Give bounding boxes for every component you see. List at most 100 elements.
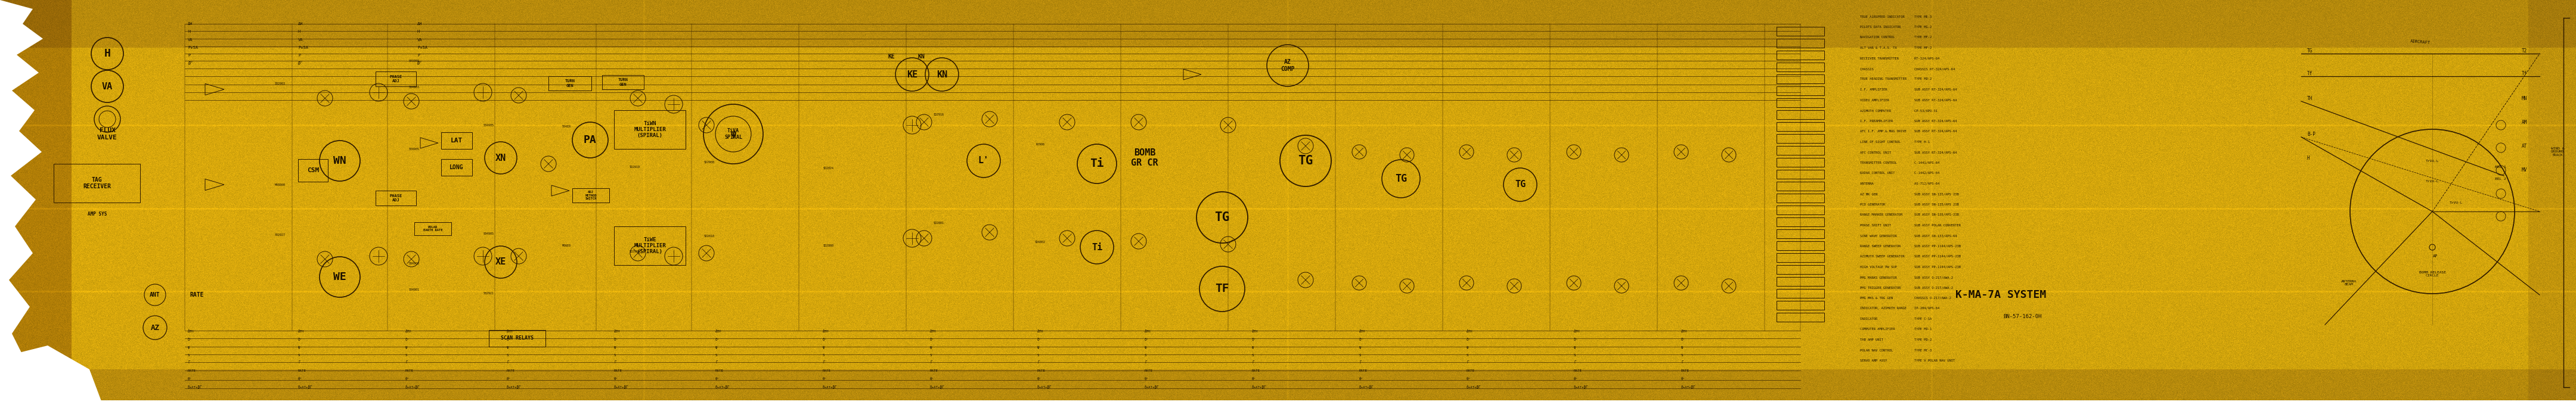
Text: BN-57-162-0H: BN-57-162-0H xyxy=(2004,314,2043,319)
Text: AZ MK GEN                   SUB ASSY SN-135/APS 23B: AZ MK GEN SUB ASSY SN-135/APS 23B xyxy=(1860,192,1958,196)
Text: RATE: RATE xyxy=(1574,369,1582,372)
Text: Ti: Ti xyxy=(1092,243,1103,252)
Text: β°: β° xyxy=(188,61,193,65)
Text: S04905: S04905 xyxy=(410,148,420,151)
Text: θ°: θ° xyxy=(930,377,935,380)
Text: VA: VA xyxy=(299,38,304,42)
Bar xyxy=(1777,75,1824,83)
Bar xyxy=(1777,253,1824,262)
Text: AZ
COMP: AZ COMP xyxy=(1280,59,1296,72)
Text: ΔTH: ΔTH xyxy=(822,330,829,333)
Text: TURN
GEN: TURN GEN xyxy=(618,78,629,86)
Bar xyxy=(1777,193,1824,203)
Bar xyxy=(1777,289,1824,298)
Bar xyxy=(572,188,611,203)
Text: TrVU-L: TrVU-L xyxy=(2450,201,2463,204)
Text: δ+AT+βΓ: δ+AT+βΓ xyxy=(930,385,945,389)
Text: KN: KN xyxy=(917,54,925,60)
Text: θ°: θ° xyxy=(1252,377,1257,380)
Text: ΔTH: ΔTH xyxy=(188,330,193,333)
Text: RATE: RATE xyxy=(1144,369,1154,372)
Text: RATE: RATE xyxy=(188,369,196,372)
Text: δ°: δ° xyxy=(299,338,301,341)
Text: RATE: RATE xyxy=(1252,369,1260,372)
Text: ANT: ANT xyxy=(149,292,160,298)
Text: SD2919: SD2919 xyxy=(629,165,641,168)
Text: AIRCRAFT: AIRCRAFT xyxy=(2411,39,2432,44)
Text: δ°: δ° xyxy=(188,338,193,341)
Text: TG: TG xyxy=(1515,180,1525,189)
Polygon shape xyxy=(0,0,44,417)
Text: S04908: S04908 xyxy=(410,262,420,265)
Text: RADAR CONTROL UNIT          C-1442/APS-64: RADAR CONTROL UNIT C-1442/APS-64 xyxy=(1860,171,1940,175)
Text: ΔTH: ΔTH xyxy=(404,330,412,333)
Text: PHASE
ADJ: PHASE ADJ xyxy=(389,194,402,202)
Text: KE: KE xyxy=(907,70,917,79)
Text: VA: VA xyxy=(103,82,113,91)
Text: ALT VAR & T.A.S. TX         TYPE MF-2: ALT VAR & T.A.S. TX TYPE MF-2 xyxy=(1860,46,1932,50)
Text: S04903: S04903 xyxy=(410,86,420,89)
Text: δ+AT+βΓ: δ+AT+βΓ xyxy=(404,385,420,389)
Text: δ°: δ° xyxy=(1144,338,1149,341)
Text: ΔTH: ΔTH xyxy=(1360,330,1365,333)
Bar xyxy=(1777,27,1824,36)
Text: L': L' xyxy=(979,156,989,165)
Text: COMPUTER AMPLIFIER          TYPE MD-1: COMPUTER AMPLIFIER TYPE MD-1 xyxy=(1860,328,1932,331)
Text: θ°: θ° xyxy=(188,377,193,380)
Text: S02927: S02927 xyxy=(276,234,286,237)
Text: PHASE SHIFT UNIT            SUB ASSY POLAR CONVERTER: PHASE SHIFT UNIT SUB ASSY POLAR CONVERTE… xyxy=(1860,224,1960,227)
Bar xyxy=(54,164,139,203)
Text: FLUX
VALVE: FLUX VALVE xyxy=(98,128,118,141)
Bar xyxy=(440,159,471,176)
Text: AMP SYS: AMP SYS xyxy=(88,212,106,217)
Text: TURN
GEN: TURN GEN xyxy=(564,80,574,87)
Text: VA: VA xyxy=(417,38,422,42)
Text: SD2916: SD2916 xyxy=(933,113,945,116)
Text: ΔTH: ΔTH xyxy=(930,330,935,333)
Text: SD2824: SD2824 xyxy=(824,166,835,169)
Text: CSM: CSM xyxy=(307,167,319,173)
Text: S04905: S04905 xyxy=(484,232,495,235)
Text: Ti: Ti xyxy=(1090,158,1105,169)
Text: θ°: θ° xyxy=(1144,377,1149,380)
Text: RATE: RATE xyxy=(613,369,623,372)
Text: PMG TRIGGER GENERATOR       SUB ASSY O-217/AWA-2: PMG TRIGGER GENERATOR SUB ASSY O-217/AWA… xyxy=(1860,286,1953,289)
Text: δ+AT+βΓ: δ+AT+βΓ xyxy=(613,385,629,389)
Bar xyxy=(613,110,685,149)
Text: SD2801: SD2801 xyxy=(933,221,945,224)
Text: P+SA: P+SA xyxy=(188,46,198,50)
Text: δ°: δ° xyxy=(507,338,510,341)
Text: δ+AT+βΓ: δ+AT+βΓ xyxy=(1252,385,1267,389)
Bar xyxy=(1777,158,1824,167)
Text: S04901: S04901 xyxy=(410,289,420,291)
Bar xyxy=(1777,206,1824,214)
Text: δ°: δ° xyxy=(1038,338,1041,341)
Text: S04ER: S04ER xyxy=(562,125,572,128)
Bar xyxy=(1777,63,1824,71)
Text: δ°: δ° xyxy=(930,338,935,341)
Text: ΔTH: ΔTH xyxy=(1466,330,1473,333)
Text: RECEIVER TRANSMITTER        RT-324/APS-64: RECEIVER TRANSMITTER RT-324/APS-64 xyxy=(1860,57,1940,60)
Text: θ°: θ° xyxy=(1574,377,1579,380)
Text: T2: T2 xyxy=(2522,48,2527,53)
Text: CHASSIS                     CHASSIS RT-324/APS-64: CHASSIS CHASSIS RT-324/APS-64 xyxy=(1860,67,1955,70)
Text: RANGE SWEEP GENERATOR       SUB ASSY PP-1144/APS-23B: RANGE SWEEP GENERATOR SUB ASSY PP-1144/A… xyxy=(1860,244,1960,248)
Text: I.F. PREAMPLIFIER           SUB ASSY RT-324/APS-64: I.F. PREAMPLIFIER SUB ASSY RT-324/APS-64 xyxy=(1860,119,1958,123)
Text: RATE: RATE xyxy=(1038,369,1046,372)
Bar xyxy=(1777,170,1824,179)
Text: SD2808: SD2808 xyxy=(824,244,835,247)
Text: AZIMUTH SWEEP GENERATOR     SUB ASSY PP-1144/APS-23B: AZIMUTH SWEEP GENERATOR SUB ASSY PP-1144… xyxy=(1860,255,1960,258)
Text: ΔTH: ΔTH xyxy=(1682,330,1687,333)
Text: ANTENNA                     AS-712/APS-64: ANTENNA AS-712/APS-64 xyxy=(1860,182,1940,185)
Text: φ: φ xyxy=(732,130,737,138)
Text: θ°: θ° xyxy=(822,377,827,380)
Text: PMG MARKS GENERATOR         SUB ASSY O-217/AWA-2: PMG MARKS GENERATOR SUB ASSY O-217/AWA-2 xyxy=(1860,276,1953,279)
Text: TG: TG xyxy=(2308,48,2313,53)
Text: KN: KN xyxy=(938,70,948,79)
Text: ΔTH: ΔTH xyxy=(299,330,304,333)
Text: δ°: δ° xyxy=(1360,338,1363,341)
Text: RATE: RATE xyxy=(1466,369,1476,372)
Text: LAT: LAT xyxy=(451,138,464,143)
Bar xyxy=(1777,98,1824,107)
Bar xyxy=(1777,313,1824,322)
